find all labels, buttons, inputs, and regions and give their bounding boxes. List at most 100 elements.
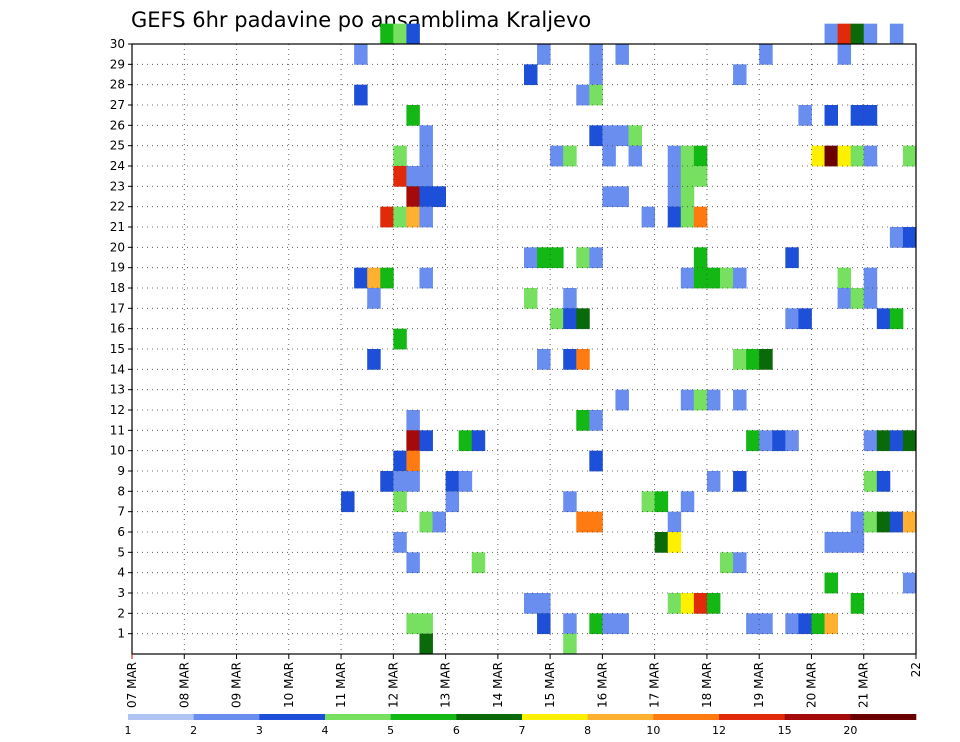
heatmap-cell <box>824 105 838 126</box>
y-tick-label: 23 <box>110 179 125 193</box>
heatmap-cell <box>550 308 564 330</box>
heatmap-cell <box>772 430 786 452</box>
legend-swatch <box>587 714 654 720</box>
y-tick-label: 12 <box>110 403 125 417</box>
heatmap-cell <box>419 166 433 187</box>
heatmap-cell <box>654 491 669 513</box>
legend-label: 3 <box>256 724 263 737</box>
heatmap-cell <box>432 186 446 208</box>
x-tick-label: 22 <box>909 662 923 677</box>
heatmap-cell <box>628 145 642 167</box>
heatmap-cell <box>850 288 865 309</box>
heatmap-cell <box>863 288 878 309</box>
heatmap-cell <box>524 247 538 269</box>
heatmap-cell <box>380 23 394 45</box>
y-tick-label: 9 <box>117 464 125 478</box>
legend-swatch <box>259 714 326 720</box>
heatmap-cell <box>693 267 708 289</box>
x-tick-label: 20 MAR <box>804 662 818 708</box>
heatmap-cell <box>759 430 773 452</box>
heatmap-cell <box>380 267 394 289</box>
heatmap-cell <box>654 532 669 553</box>
heatmap-cell <box>563 349 577 370</box>
y-tick-label: 25 <box>110 139 125 153</box>
heatmap-cell <box>667 206 682 228</box>
heatmap-cell <box>706 389 721 411</box>
x-tick-label: 16 MAR <box>595 662 609 708</box>
y-tick-label: 28 <box>110 78 125 92</box>
heatmap-cell <box>524 593 538 614</box>
heatmap-cell <box>589 64 603 86</box>
heatmap-cell <box>419 633 433 655</box>
heatmap-cell <box>602 613 616 635</box>
legend-label: 12 <box>712 724 726 737</box>
x-tick-label: 13 MAR <box>439 662 453 708</box>
heatmap-cell <box>615 44 629 65</box>
y-tick-label: 20 <box>110 240 125 254</box>
heatmap-cell <box>380 206 394 228</box>
heatmap-cell <box>563 288 577 309</box>
heatmap-cell <box>902 145 917 167</box>
heatmap-cell <box>889 23 904 45</box>
y-tick-label: 29 <box>110 57 125 71</box>
heatmap-cell <box>824 145 838 167</box>
heatmap-cell <box>524 64 538 86</box>
heatmap-cell <box>863 23 878 45</box>
grid-layer <box>132 44 916 654</box>
heatmap-cell <box>863 511 878 533</box>
heatmap-cell <box>576 349 590 370</box>
heatmap-cell <box>445 491 460 513</box>
x-tick-label: 18 MAR <box>700 662 714 708</box>
heatmap-cell <box>445 471 460 492</box>
heatmap-cell <box>889 308 904 330</box>
heatmap-cell <box>667 145 682 167</box>
heatmap-cell <box>876 471 891 492</box>
heatmap-cell <box>824 613 838 635</box>
heatmap-cell <box>563 613 577 635</box>
heatmap-cell <box>863 430 878 452</box>
heatmap-cell <box>615 186 629 208</box>
heatmap-cell <box>785 430 799 452</box>
heatmap-cell <box>785 613 799 635</box>
y-tick-label: 5 <box>117 545 125 559</box>
legend-swatch <box>128 714 194 720</box>
color-legend: 1 2 3 4 5 6 7 8 10 12 15 20 <box>125 714 917 737</box>
heatmap-cell <box>824 23 838 45</box>
heatmap-cell <box>693 389 708 411</box>
y-tick-label: 24 <box>110 159 125 173</box>
legend-swatch <box>719 714 785 720</box>
heatmap-cell <box>746 613 760 635</box>
heatmap-cell <box>393 145 407 167</box>
x-tick-label: 10 MAR <box>282 662 296 708</box>
x-tick-label: 15 MAR <box>543 662 557 708</box>
heatmap-cell <box>785 247 799 269</box>
y-tick-label: 1 <box>117 627 125 641</box>
heatmap-cell <box>458 430 473 452</box>
heatmap-cell <box>406 552 420 574</box>
heatmap-cell <box>589 450 603 472</box>
heatmap-cell <box>432 511 446 533</box>
heatmap-cell <box>589 84 603 106</box>
heatmap-cell <box>850 105 865 126</box>
heatmap-cell <box>902 511 917 533</box>
heatmap-cell <box>563 308 577 330</box>
heatmap-cell <box>837 145 852 167</box>
heatmap-cell <box>576 84 590 106</box>
heatmap-cell <box>458 471 473 492</box>
heatmap-cell <box>589 44 603 65</box>
heatmap-cell <box>863 471 878 492</box>
heatmap-cell <box>863 145 878 167</box>
heatmap-cell <box>693 247 708 269</box>
heatmap-cell <box>576 511 590 533</box>
heatmap-cell <box>680 389 695 411</box>
heatmap-cell <box>850 511 865 533</box>
heatmap-cell <box>733 64 747 86</box>
heatmap-cell <box>680 166 695 187</box>
heatmap-cell <box>393 532 407 553</box>
heatmap-cell <box>419 613 433 635</box>
heatmap-cell <box>524 288 538 309</box>
x-tick-label: 09 MAR <box>230 662 244 708</box>
legend-label: 1 <box>125 724 132 737</box>
heatmap-cell <box>393 328 407 350</box>
